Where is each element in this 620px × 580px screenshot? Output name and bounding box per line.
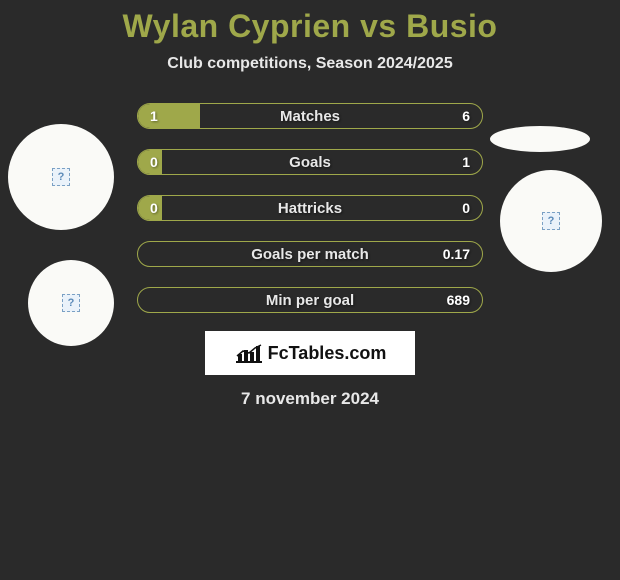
comparison-bars: 1 Matches 6 0 Goals 1 0 Hattricks 0 Goal… bbox=[137, 103, 483, 313]
page-title: Wylan Cyprien vs Busio bbox=[0, 0, 620, 45]
player-avatar-left-1: ? bbox=[8, 124, 114, 230]
image-placeholder-icon: ? bbox=[52, 168, 70, 186]
player-avatar-right-2: ? bbox=[500, 170, 602, 272]
bar-right-value: 689 bbox=[447, 292, 470, 308]
bar-right-value: 6 bbox=[462, 108, 470, 124]
bar-right-value: 0 bbox=[462, 200, 470, 216]
bar-label: Matches bbox=[138, 108, 482, 125]
image-placeholder-icon: ? bbox=[62, 294, 80, 312]
comparison-bar: 1 Matches 6 bbox=[137, 103, 483, 129]
brand-chart-icon bbox=[234, 342, 264, 364]
comparison-bar: 0 Goals 1 bbox=[137, 149, 483, 175]
bar-label: Hattricks bbox=[138, 200, 482, 217]
brand-text: FcTables.com bbox=[268, 343, 387, 364]
comparison-bar: Min per goal 689 bbox=[137, 287, 483, 313]
player-avatar-right-1 bbox=[490, 126, 590, 152]
bar-label: Goals per match bbox=[138, 246, 482, 263]
brand-badge: FcTables.com bbox=[205, 331, 415, 375]
date-line: 7 november 2024 bbox=[0, 389, 620, 409]
bar-right-value: 0.17 bbox=[443, 246, 470, 262]
bar-label: Goals bbox=[138, 154, 482, 171]
comparison-bar: 0 Hattricks 0 bbox=[137, 195, 483, 221]
page-subtitle: Club competitions, Season 2024/2025 bbox=[0, 55, 620, 73]
image-placeholder-icon: ? bbox=[542, 212, 560, 230]
bar-right-value: 1 bbox=[462, 154, 470, 170]
bar-label: Min per goal bbox=[138, 292, 482, 309]
player-avatar-left-2: ? bbox=[28, 260, 114, 346]
comparison-bar: Goals per match 0.17 bbox=[137, 241, 483, 267]
